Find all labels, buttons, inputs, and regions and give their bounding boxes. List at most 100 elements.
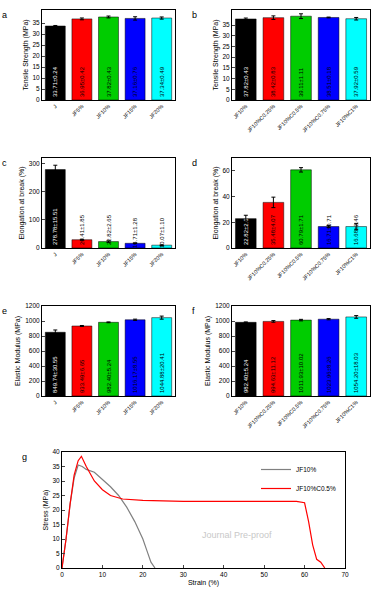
svg-text:b: b [192, 10, 197, 20]
svg-text:JF15%: JF15% [121, 251, 137, 267]
svg-text:25: 25 [52, 492, 60, 499]
svg-text:a: a [2, 10, 7, 20]
svg-text:JF10%C0.5%: JF10%C0.5% [296, 485, 336, 492]
svg-text:f: f [192, 306, 195, 316]
svg-text:20: 20 [222, 219, 230, 226]
svg-text:c: c [2, 158, 7, 168]
svg-text:36.95±0.42: 36.95±0.42 [79, 66, 85, 97]
svg-text:J: J [52, 103, 58, 109]
svg-text:0: 0 [36, 392, 40, 399]
svg-text:JF15%: JF15% [121, 399, 137, 415]
svg-text:30: 30 [52, 477, 60, 484]
svg-text:35.48±4.07: 35.48±4.07 [270, 214, 276, 245]
svg-text:20: 20 [222, 53, 230, 60]
svg-text:60: 60 [222, 167, 230, 174]
svg-text:JF10%: JF10% [95, 103, 111, 119]
svg-text:JF10%: JF10% [95, 399, 111, 415]
svg-text:994.63±11.12: 994.63±11.12 [270, 356, 276, 393]
svg-text:JF10%C1%: JF10%C1% [334, 103, 359, 128]
svg-text:20: 20 [32, 52, 40, 59]
svg-text:10: 10 [99, 571, 107, 578]
svg-text:JF10%: JF10% [296, 466, 316, 473]
svg-text:5: 5 [56, 550, 60, 557]
svg-text:10.07±1.10: 10.07±1.10 [159, 217, 165, 248]
svg-text:16.68±2.46: 16.68±2.46 [353, 214, 359, 245]
svg-text:Journal Pre-proof: Journal Pre-proof [202, 530, 272, 540]
svg-text:Tensile Strength (MPa): Tensile Strength (MPa) [212, 19, 220, 90]
svg-text:16.71±1.28: 16.71±1.28 [132, 217, 138, 248]
svg-text:50: 50 [261, 571, 269, 578]
svg-text:Elastic Modulus (MPa): Elastic Modulus (MPa) [14, 316, 22, 386]
svg-text:JF10%C0.25%: JF10%C0.25% [246, 251, 276, 281]
svg-text:JF10%C0.75%: JF10%C0.75% [301, 103, 331, 133]
svg-text:39.11±1.11: 39.11±1.11 [298, 67, 304, 97]
svg-text:29.41±1.85: 29.41±1.85 [79, 214, 85, 245]
svg-text:JF15%: JF15% [121, 103, 137, 119]
svg-text:37.92±0.59: 37.92±0.59 [353, 66, 359, 97]
svg-text:1200: 1200 [215, 302, 230, 309]
svg-text:1044.88±20.41: 1044.88±20.41 [159, 352, 165, 393]
svg-text:35: 35 [222, 21, 230, 28]
svg-text:800: 800 [219, 332, 230, 339]
svg-text:1011.93±10.02: 1011.93±10.02 [298, 353, 304, 393]
svg-text:300: 300 [29, 160, 40, 167]
svg-text:JF10%C0.75%: JF10%C0.75% [301, 251, 331, 281]
svg-text:JF20%: JF20% [148, 251, 164, 267]
svg-text:200: 200 [29, 188, 40, 195]
svg-text:800: 800 [29, 332, 40, 339]
svg-text:933.49±6.65: 933.49±6.65 [79, 359, 85, 393]
svg-text:0: 0 [60, 571, 64, 578]
svg-text:25: 25 [32, 41, 40, 48]
svg-text:JF10%C0.25%: JF10%C0.25% [246, 103, 276, 133]
svg-text:Strain (%): Strain (%) [188, 579, 219, 587]
svg-text:Elongation at break (%): Elongation at break (%) [18, 166, 26, 239]
svg-text:Tensile Strength (MPa): Tensile Strength (MPa) [22, 19, 30, 90]
svg-text:0: 0 [36, 244, 40, 251]
svg-text:15: 15 [222, 64, 230, 71]
svg-text:10: 10 [32, 74, 40, 81]
svg-text:600: 600 [219, 347, 230, 354]
svg-text:38.51±0.18: 38.51±0.18 [326, 66, 332, 97]
svg-text:70: 70 [341, 571, 349, 578]
svg-text:Stress (MPa): Stress (MPa) [42, 490, 50, 531]
svg-text:33.71±0.24: 33.71±0.24 [52, 66, 58, 97]
svg-text:100: 100 [29, 216, 40, 223]
svg-text:JF10%C0.75%: JF10%C0.75% [301, 399, 331, 429]
svg-text:37.16±0.76: 37.16±0.76 [132, 66, 138, 97]
svg-text:JF10%: JF10% [232, 103, 248, 119]
svg-text:400: 400 [219, 362, 230, 369]
svg-text:16.71±0.71: 16.71±0.71 [326, 214, 332, 245]
svg-text:Elongation at break (%): Elongation at break (%) [212, 166, 220, 239]
svg-text:JF10%C1%: JF10%C1% [334, 399, 359, 424]
svg-text:22.82±2.65: 22.82±2.65 [243, 214, 249, 245]
svg-text:400: 400 [29, 362, 40, 369]
svg-text:Elastic Modulus (MPa): Elastic Modulus (MPa) [204, 316, 212, 386]
svg-text:30: 30 [32, 30, 40, 37]
svg-text:0: 0 [226, 392, 230, 399]
svg-text:40: 40 [220, 571, 228, 578]
svg-text:JF10%: JF10% [232, 399, 248, 415]
svg-text:37.34±0.49: 37.34±0.49 [159, 66, 165, 97]
svg-text:1023.96±8.26: 1023.96±8.26 [326, 356, 332, 393]
svg-text:38.42±0.83: 38.42±0.83 [270, 66, 276, 97]
svg-text:JF10%C1%: JF10%C1% [334, 251, 359, 276]
svg-text:849.74±30.55: 849.74±30.55 [52, 356, 58, 393]
svg-text:10: 10 [52, 535, 60, 542]
svg-text:20: 20 [52, 506, 60, 513]
svg-text:JF10%: JF10% [95, 251, 111, 267]
svg-text:0: 0 [226, 96, 230, 103]
svg-text:35: 35 [52, 463, 60, 470]
svg-text:5: 5 [226, 86, 230, 93]
svg-text:J: J [52, 399, 58, 405]
svg-text:1000: 1000 [215, 317, 230, 324]
svg-text:JF20%: JF20% [148, 399, 164, 415]
svg-text:22.82±2.65: 22.82±2.65 [106, 214, 112, 245]
svg-text:40: 40 [52, 448, 60, 455]
svg-text:60.79±1.71: 60.79±1.71 [298, 214, 304, 245]
svg-text:15: 15 [32, 63, 40, 70]
svg-text:JF10%C0.5%: JF10%C0.5% [276, 399, 304, 427]
svg-text:JF5%: JF5% [70, 103, 84, 117]
svg-text:600: 600 [29, 347, 40, 354]
svg-text:5: 5 [36, 85, 40, 92]
svg-text:30: 30 [180, 571, 188, 578]
